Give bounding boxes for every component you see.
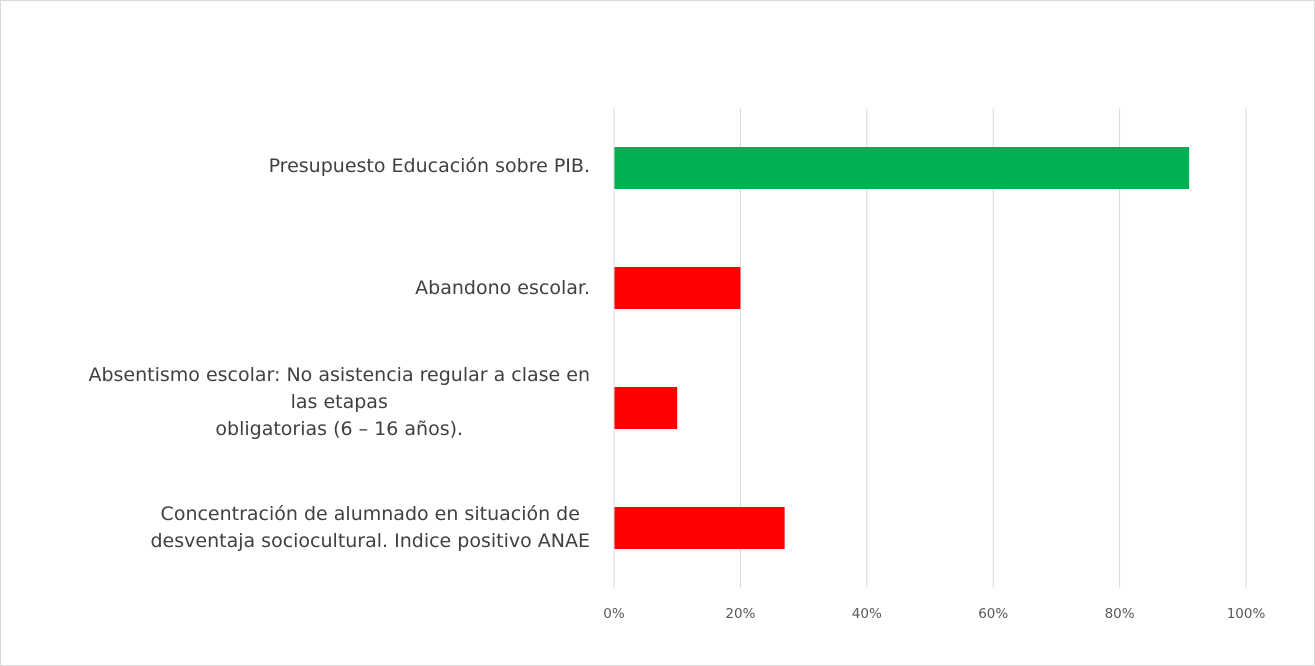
category-label-line: Absentismo escolar: No asistencia regula… — [88, 363, 590, 386]
bar — [614, 507, 785, 549]
category-label: Concentración de alumnado en situación d… — [151, 501, 591, 555]
x-tick-label: 40% — [852, 606, 882, 622]
category-label-line: obligatorias (6 – 16 años). — [215, 417, 464, 440]
category-label-line: Presupuesto Educación sobre PIB. — [268, 154, 590, 177]
x-tick-label: 0% — [603, 606, 625, 622]
category-label: Abandono escolar. — [415, 275, 590, 302]
bar — [614, 147, 1190, 189]
x-tick-label: 60% — [978, 606, 1008, 622]
x-tick-label: 80% — [1105, 606, 1135, 622]
x-tick-label: 20% — [725, 606, 755, 622]
category-label: Presupuesto Educación sobre PIB. — [269, 153, 590, 180]
category-label-line: las etapas — [290, 390, 388, 413]
bar — [614, 267, 741, 309]
category-label: Absentismo escolar: No asistencia regula… — [88, 362, 590, 443]
bar — [614, 387, 678, 429]
category-label-line: Abandono escolar. — [415, 276, 590, 299]
x-tick-label: 100% — [1227, 606, 1266, 622]
category-label-line: desventaja sociocultural. Indice positiv… — [150, 530, 591, 552]
category-label-line: Concentración de alumnado en situación d… — [160, 503, 580, 525]
